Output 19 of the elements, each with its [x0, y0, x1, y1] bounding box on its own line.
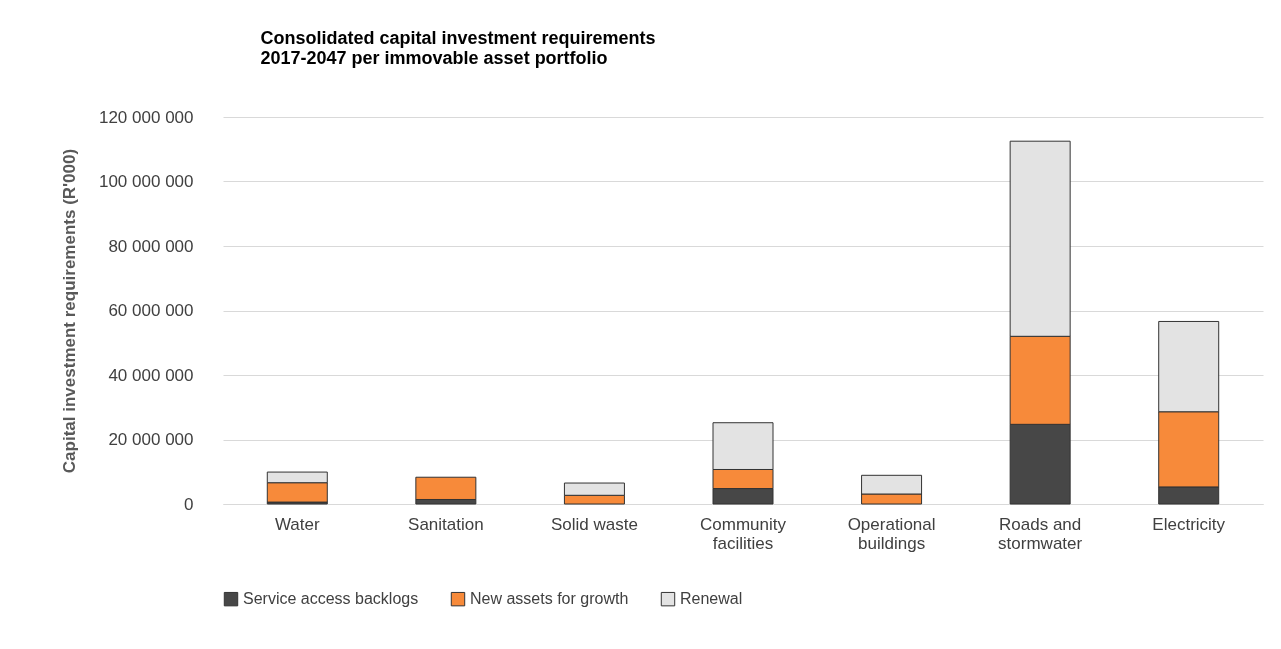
- x-tick-label: Water: [274, 514, 320, 534]
- y-tick-label: 120 000 000: [98, 107, 194, 127]
- y-tick-label: 100 000 000: [98, 172, 194, 191]
- y-tick-label: 80 000 000: [108, 236, 194, 256]
- x-tick-label: Operational buildings: [847, 514, 936, 553]
- y-tick-label: 0: [184, 494, 194, 514]
- legend-label: Service access backlogs: [243, 590, 419, 608]
- y-tick-label: 20 000 000: [108, 430, 194, 449]
- legend-label: New assets for growth: [470, 590, 629, 608]
- x-tick-label: Community facilities: [700, 514, 787, 553]
- y-tick-label: 60 000 000: [108, 301, 194, 320]
- y-tick-label: 40 000 000: [108, 365, 194, 385]
- x-tick-label: Solid waste: [550, 514, 638, 534]
- x-tick-label: Electricity: [1152, 514, 1226, 534]
- y-axis-title: Capital investment requirements (R'000): [59, 148, 79, 474]
- x-tick-label: Roads and stormwater: [998, 514, 1083, 553]
- x-tick-label: Sanitation: [408, 514, 484, 534]
- legend-label: Renewal: [680, 590, 743, 608]
- chart-title: Consolidated capital investment requirements 2017-2047 per immovable asset portfolio: [260, 28, 656, 68]
